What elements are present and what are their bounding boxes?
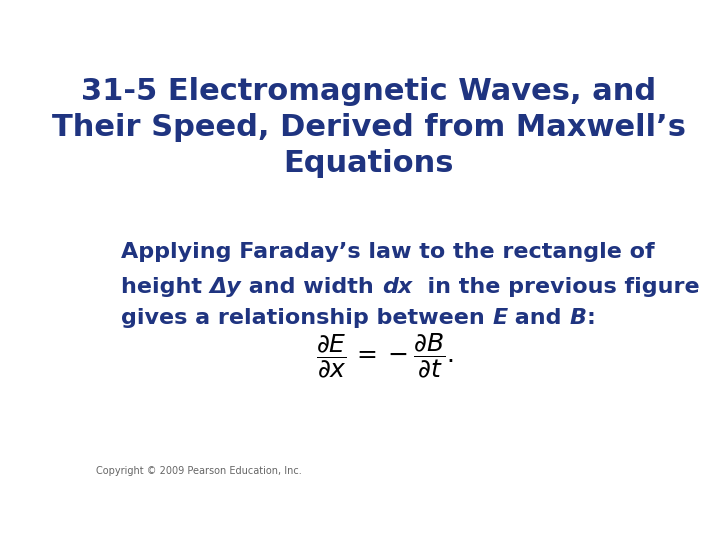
Text: Applying Faraday’s law to the rectangle of: Applying Faraday’s law to the rectangle … <box>121 241 654 261</box>
Text: 31-5 Electromagnetic Waves, and
Their Speed, Derived from Maxwell’s
Equations: 31-5 Electromagnetic Waves, and Their Sp… <box>52 77 686 178</box>
Text: :: : <box>587 308 595 328</box>
Text: $= -\dfrac{\partial B}{\partial t}.$: $= -\dfrac{\partial B}{\partial t}.$ <box>352 332 454 380</box>
Text: Copyright © 2009 Pearson Education, Inc.: Copyright © 2009 Pearson Education, Inc. <box>96 467 302 476</box>
Text: B: B <box>570 308 587 328</box>
Text: $\dfrac{\partial E}{\partial x}$: $\dfrac{\partial E}{\partial x}$ <box>316 332 347 380</box>
Text: height: height <box>121 277 210 297</box>
Text: Δy: Δy <box>210 277 241 297</box>
Text: in the previous figure: in the previous figure <box>412 277 700 297</box>
Text: and: and <box>508 308 570 328</box>
Text: gives a relationship between: gives a relationship between <box>121 308 492 328</box>
Text: and width: and width <box>241 277 382 297</box>
Text: E: E <box>492 308 508 328</box>
Text: dx: dx <box>382 277 412 297</box>
